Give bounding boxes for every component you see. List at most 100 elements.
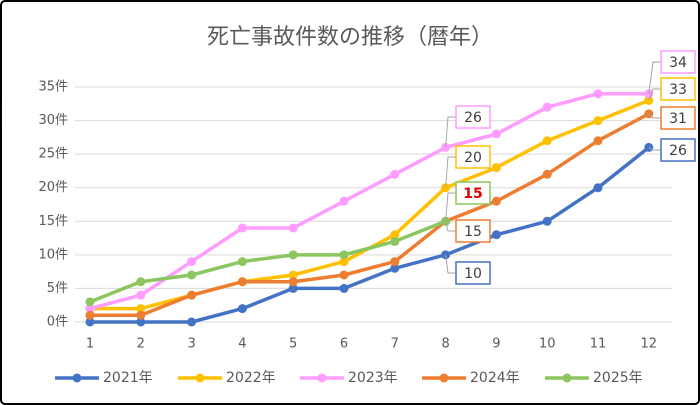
leader-line bbox=[445, 156, 456, 188]
data-point bbox=[593, 116, 603, 126]
data-label: 34 bbox=[669, 55, 687, 71]
legend-marker bbox=[195, 373, 205, 383]
series-line bbox=[89, 91, 649, 311]
data-point bbox=[288, 277, 298, 287]
leader-line bbox=[445, 221, 456, 232]
data-label: 15 bbox=[463, 186, 482, 202]
series-line bbox=[89, 219, 447, 304]
leader-line bbox=[445, 116, 456, 148]
legend-label: 2022年 bbox=[226, 370, 276, 386]
data-point bbox=[593, 89, 603, 99]
leader-line bbox=[445, 254, 456, 274]
data-point bbox=[542, 169, 552, 179]
x-tick-label: 10 bbox=[539, 337, 556, 352]
x-tick-label: 11 bbox=[590, 337, 607, 352]
y-tick-label: 10件 bbox=[38, 247, 68, 262]
data-point bbox=[491, 196, 501, 206]
data-point bbox=[339, 257, 349, 267]
data-point bbox=[136, 310, 146, 320]
leader-line bbox=[445, 192, 456, 222]
data-point bbox=[85, 317, 95, 327]
data-label-box bbox=[455, 261, 491, 285]
legend-label: 2025年 bbox=[593, 370, 643, 386]
data-point bbox=[187, 317, 197, 327]
data-point bbox=[85, 304, 95, 314]
x-tick-label: 6 bbox=[340, 337, 348, 352]
data-label: 15 bbox=[464, 224, 482, 240]
data-point bbox=[390, 236, 400, 246]
data-point bbox=[339, 250, 349, 260]
x-tick-label: 9 bbox=[492, 337, 500, 352]
data-point bbox=[390, 230, 400, 240]
data-point bbox=[237, 223, 247, 233]
data-point bbox=[136, 304, 146, 314]
data-point bbox=[288, 223, 298, 233]
data-point bbox=[491, 163, 501, 173]
series-line bbox=[90, 146, 650, 324]
legend-label: 2021年 bbox=[103, 370, 153, 386]
series-line bbox=[90, 112, 650, 318]
data-point bbox=[136, 277, 146, 287]
data-label: 26 bbox=[669, 143, 687, 159]
y-tick-label: 30件 bbox=[38, 113, 68, 128]
data-point bbox=[288, 250, 298, 260]
data-point bbox=[187, 290, 197, 300]
data-label: 20 bbox=[464, 150, 482, 166]
data-point bbox=[339, 283, 349, 293]
y-tick-label: 20件 bbox=[38, 180, 68, 195]
x-tick-label: 5 bbox=[289, 337, 297, 352]
data-point bbox=[237, 277, 247, 287]
leader-line bbox=[648, 147, 661, 151]
x-tick-label: 1 bbox=[86, 337, 94, 352]
data-point bbox=[136, 317, 146, 327]
x-tick-label: 3 bbox=[187, 337, 195, 352]
data-point bbox=[85, 297, 95, 307]
data-label-box bbox=[660, 50, 696, 74]
y-tick-label: 15件 bbox=[38, 214, 68, 229]
y-tick-label: 0件 bbox=[47, 315, 68, 330]
data-label-box bbox=[455, 219, 491, 243]
data-point bbox=[339, 196, 349, 206]
data-label-box bbox=[660, 77, 696, 101]
data-point bbox=[542, 216, 552, 226]
data-point bbox=[390, 263, 400, 273]
data-label-box bbox=[455, 105, 491, 129]
x-tick-label: 4 bbox=[238, 337, 246, 352]
data-point bbox=[237, 257, 247, 267]
data-label-box bbox=[455, 181, 491, 205]
data-point bbox=[288, 283, 298, 293]
data-point bbox=[491, 230, 501, 240]
data-label-box bbox=[455, 145, 491, 169]
data-label-box bbox=[660, 138, 696, 162]
data-point bbox=[288, 270, 298, 280]
x-tick-label: 8 bbox=[441, 337, 449, 352]
legend-marker bbox=[72, 373, 82, 383]
data-point bbox=[339, 270, 349, 280]
legend-marker bbox=[439, 373, 449, 383]
data-point bbox=[187, 257, 197, 267]
y-tick-label: 25件 bbox=[38, 147, 68, 162]
legend-marker bbox=[317, 373, 327, 383]
data-label-box bbox=[660, 106, 696, 130]
data-point bbox=[593, 136, 603, 146]
y-tick-label: 35件 bbox=[38, 80, 68, 95]
leader-line bbox=[648, 113, 661, 119]
x-tick-label: 2 bbox=[137, 337, 145, 352]
data-point bbox=[390, 169, 400, 179]
x-tick-label: 7 bbox=[391, 337, 399, 352]
leader-line bbox=[648, 61, 661, 94]
data-label: 26 bbox=[464, 110, 482, 126]
data-point bbox=[136, 290, 146, 300]
chart-title: 死亡事故件数の推移（暦年） bbox=[207, 25, 493, 50]
x-tick-label: 12 bbox=[641, 337, 658, 352]
data-point bbox=[491, 129, 501, 139]
legend-label: 2023年 bbox=[348, 370, 398, 386]
data-point bbox=[542, 102, 552, 112]
data-point bbox=[390, 257, 400, 267]
legend-marker bbox=[562, 373, 572, 383]
legend-label: 2024年 bbox=[470, 370, 520, 386]
y-tick-label: 5件 bbox=[47, 281, 68, 296]
data-point bbox=[593, 183, 603, 193]
data-point bbox=[542, 136, 552, 146]
